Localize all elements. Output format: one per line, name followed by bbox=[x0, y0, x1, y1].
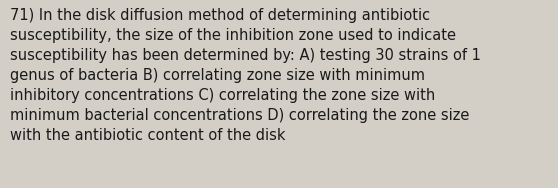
Text: 71) In the disk diffusion method of determining antibiotic
susceptibility, the s: 71) In the disk diffusion method of dete… bbox=[10, 8, 481, 143]
